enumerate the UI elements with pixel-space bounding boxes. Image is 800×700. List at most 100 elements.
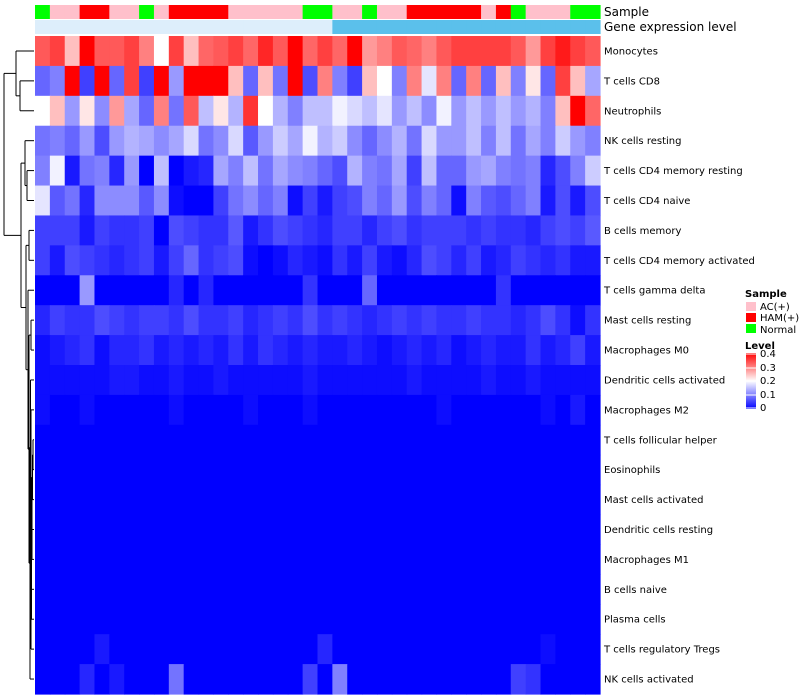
heatmap-cell: [139, 275, 155, 306]
heatmap-cell: [272, 634, 289, 665]
heatmap-cell: [376, 245, 393, 276]
heatmap-cell: [183, 544, 200, 575]
heatmap-cell: [272, 36, 289, 67]
heatmap-cell: [49, 484, 66, 516]
heatmap-cell: [317, 245, 333, 276]
heatmap-body: [35, 36, 601, 695]
heatmap-cell: [168, 574, 185, 605]
sample-annotation-cell: [258, 5, 274, 19]
heatmap-cell: [94, 544, 110, 575]
heatmap-cell: [302, 365, 319, 396]
level-legend-title: Level: [745, 341, 775, 352]
heatmap-cell: [570, 275, 586, 306]
heatmap-cell: [243, 664, 259, 695]
heatmap-cell: [436, 544, 452, 575]
heatmap-cell: [481, 155, 497, 187]
expression-annotation-cell: [109, 20, 125, 34]
heatmap-cell: [391, 365, 408, 396]
heatmap-cell: [168, 215, 185, 246]
row-label: Macrophages M2: [604, 405, 689, 416]
heatmap-cell: [317, 36, 333, 67]
heatmap-cell: [376, 365, 393, 396]
heatmap-cell: [49, 544, 66, 575]
heatmap-cell: [347, 335, 363, 366]
heatmap-cell: [540, 155, 556, 187]
heatmap-cell: [466, 604, 482, 635]
heatmap-cell: [139, 185, 155, 217]
heatmap-cell: [317, 305, 333, 336]
heatmap-cell: [35, 394, 51, 426]
heatmap-cell: [272, 185, 289, 217]
heatmap-cell: [540, 335, 556, 366]
sample-annotation-cell: [421, 5, 438, 19]
heatmap-cell: [585, 544, 601, 575]
heatmap-cell: [555, 95, 571, 127]
heatmap-cell: [585, 424, 601, 456]
heatmap-cell: [585, 275, 601, 306]
heatmap-cell: [555, 275, 571, 306]
heatmap-cell: [347, 544, 363, 575]
heatmap-cell: [510, 275, 527, 306]
heatmap-cell: [198, 65, 215, 97]
heatmap-cell: [243, 484, 259, 516]
heatmap-cell: [585, 125, 601, 157]
heatmap-cell: [139, 424, 155, 456]
heatmap-cell: [540, 275, 556, 306]
heatmap-cell: [391, 574, 408, 605]
heatmap-cell: [153, 604, 170, 635]
heatmap-cell: [376, 125, 393, 157]
heatmap-cell: [406, 424, 423, 456]
heatmap-cell: [376, 514, 393, 546]
heatmap-cell: [376, 335, 393, 366]
heatmap-cell: [436, 185, 452, 217]
expression-annotation-cell: [466, 20, 482, 34]
expression-annotation-cell: [481, 20, 497, 34]
sample-annotation-cell: [168, 5, 185, 19]
heatmap-cell: [168, 155, 185, 187]
heatmap-cell: [362, 394, 378, 426]
heatmap-cell: [347, 424, 363, 456]
heatmap-cell: [228, 634, 244, 665]
heatmap-cell: [317, 604, 333, 635]
heatmap-cell: [421, 544, 438, 575]
heatmap-cell: [168, 484, 185, 516]
heatmap-cell: [183, 454, 200, 486]
heatmap-cell: [495, 574, 512, 605]
heatmap-cell: [540, 305, 556, 336]
expression-annotation-cell: [570, 20, 586, 34]
heatmap-cell: [287, 245, 304, 276]
heatmap-cell: [198, 514, 215, 546]
heatmap-cell: [153, 155, 170, 187]
heatmap-cell: [64, 125, 81, 157]
heatmap-cell: [49, 185, 66, 217]
sample-annotation-cell: [495, 5, 512, 19]
heatmap-cell: [168, 185, 185, 217]
heatmap-cell: [362, 155, 378, 187]
heatmap-cell: [94, 215, 110, 246]
heatmap-cell: [258, 305, 274, 336]
sample-annotation-cell: [302, 5, 319, 19]
row-label: Neutrophils: [604, 106, 661, 117]
heatmap-cell: [466, 634, 482, 665]
sample-annotation-cell: [35, 5, 51, 19]
heatmap-cell: [347, 275, 363, 306]
heatmap-cell: [168, 36, 185, 67]
heatmap-cell: [570, 65, 586, 97]
heatmap-cell: [451, 634, 467, 665]
heatmap-cell: [510, 335, 527, 366]
heatmap-cell: [451, 215, 467, 246]
heatmap-cell: [406, 215, 423, 246]
heatmap-cell: [198, 185, 215, 217]
heatmap-cell: [287, 365, 304, 396]
heatmap-cell: [466, 95, 482, 127]
heatmap-cell: [406, 275, 423, 306]
row-label: Eosinophils: [604, 465, 660, 476]
heatmap-cell: [362, 245, 378, 276]
heatmap-cell: [287, 664, 304, 695]
heatmap-cell: [228, 95, 244, 127]
heatmap-cell: [436, 65, 452, 97]
heatmap-cell: [287, 514, 304, 546]
heatmap-cell: [168, 604, 185, 635]
heatmap-cell: [436, 454, 452, 486]
heatmap-cell: [436, 95, 452, 127]
